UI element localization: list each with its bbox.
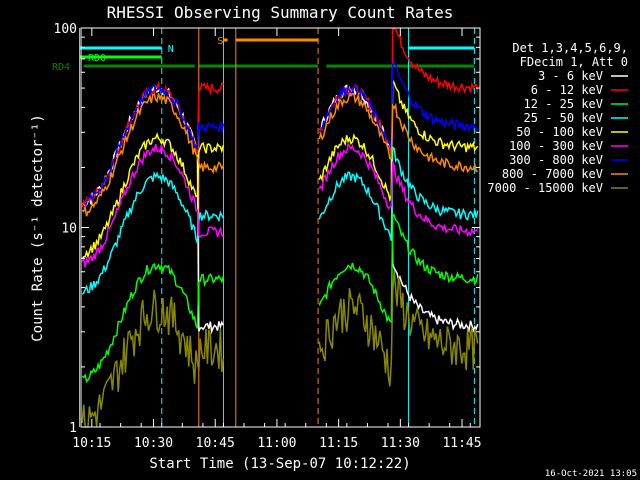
- series-line-b-3: [318, 146, 479, 241]
- flag-label-n: N: [168, 44, 174, 55]
- axes-layer: 1 10 100 10:15 10:30 10:45 11:00 11:15 11:30 11:4…: [54, 22, 482, 451]
- timestamp: 16-Oct-2021 13:05: [545, 469, 637, 479]
- legend-label: 12 - 25 keV: [524, 97, 603, 111]
- series-line-b-7: [318, 92, 478, 174]
- y-tick-label: 1: [69, 421, 77, 436]
- legend-label: 50 - 100 keV: [516, 125, 603, 139]
- x-tick-label: 10:30: [134, 436, 173, 451]
- flag-layer: N RD0 RD4 S: [52, 28, 475, 427]
- series-line-a-7: [81, 93, 224, 217]
- legend-label: 300 - 800 keV: [509, 153, 603, 167]
- series-line-a-0: [81, 84, 224, 335]
- flag-label-rd0: RD0: [88, 53, 106, 64]
- series-line-a-4: [81, 132, 225, 260]
- series-line-a-8: [81, 289, 225, 428]
- series-line-a-6: [81, 83, 225, 209]
- legend-label: 6 - 12 keV: [531, 83, 603, 97]
- legend-label: 800 - 7000 keV: [502, 167, 603, 181]
- series-line-a-5: [81, 143, 224, 268]
- chart-title: RHESSI Observing Summary Count Rates: [107, 3, 454, 22]
- flag-label-rd4: RD4: [52, 62, 70, 73]
- plot-frame: [80, 27, 481, 428]
- series-line-a-3: [81, 171, 224, 295]
- series-line-b-4: [318, 78, 479, 203]
- x-tick-label: 10:45: [196, 436, 235, 451]
- x-axis-label: Start Time (13-Sep-07 10:12:22): [149, 456, 410, 472]
- legend-label: 100 - 300 keV: [509, 139, 603, 153]
- legend-header-line-1: Det 1,3,4,5,6,9,: [512, 41, 628, 55]
- y-tick-label: 10: [61, 222, 77, 237]
- y-tick-label: 100: [54, 22, 77, 37]
- legend-label: 7000 - 15000 keV: [487, 181, 603, 195]
- series-line-b-6: [318, 60, 479, 151]
- series-line-b-2: [318, 213, 479, 324]
- series-line-b-0: [319, 84, 479, 334]
- series-layer: [81, 28, 479, 428]
- legend-label: 3 - 6 keV: [538, 69, 603, 83]
- legend-label: 25 - 50 keV: [524, 111, 603, 125]
- flag-label-s: S: [217, 36, 223, 47]
- x-tick-label: 11:30: [381, 436, 420, 451]
- y-axis-label: Count Rate (s⁻¹ detector⁻¹): [30, 114, 46, 342]
- series-line-b-8: [318, 270, 479, 387]
- x-tick-label: 10:15: [72, 436, 111, 451]
- series-line-b-5: [318, 142, 479, 238]
- series-line-b-1: [318, 28, 479, 152]
- x-tick-label: 11:45: [442, 436, 481, 451]
- x-tick-label: 11:15: [319, 436, 358, 451]
- x-tick-label: 11:00: [257, 436, 296, 451]
- series-line-a-2: [81, 262, 225, 384]
- legend-header-line-2: FDecim 1, Att 0: [520, 55, 628, 69]
